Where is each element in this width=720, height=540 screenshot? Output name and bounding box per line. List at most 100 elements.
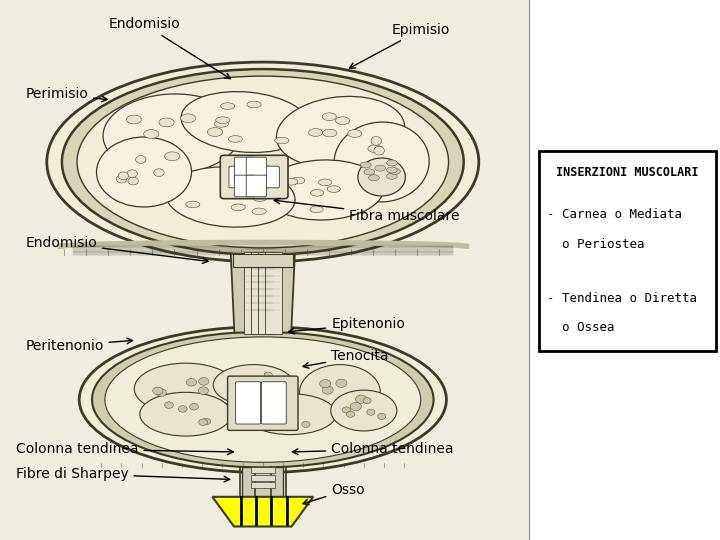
- Circle shape: [233, 388, 241, 394]
- Text: Fibra muscolare: Fibra muscolare: [274, 198, 459, 223]
- Ellipse shape: [47, 62, 479, 262]
- Text: Peritenonio: Peritenonio: [25, 338, 132, 353]
- Circle shape: [377, 413, 386, 420]
- Ellipse shape: [127, 115, 142, 124]
- Text: Colonna tendinea: Colonna tendinea: [16, 442, 233, 456]
- FancyBboxPatch shape: [238, 166, 259, 188]
- Ellipse shape: [181, 92, 310, 152]
- Circle shape: [363, 397, 371, 404]
- Ellipse shape: [374, 146, 384, 155]
- Circle shape: [289, 418, 297, 425]
- Polygon shape: [258, 252, 275, 334]
- Ellipse shape: [323, 129, 337, 137]
- FancyBboxPatch shape: [233, 254, 293, 267]
- Circle shape: [156, 389, 166, 396]
- Circle shape: [251, 380, 259, 386]
- FancyBboxPatch shape: [251, 482, 274, 488]
- Circle shape: [264, 419, 272, 425]
- Circle shape: [343, 407, 351, 413]
- Ellipse shape: [92, 332, 433, 468]
- Polygon shape: [264, 252, 282, 334]
- Circle shape: [199, 377, 209, 385]
- Ellipse shape: [77, 76, 449, 248]
- Text: Epitenonio: Epitenonio: [289, 317, 405, 334]
- FancyBboxPatch shape: [229, 166, 249, 188]
- Ellipse shape: [309, 129, 323, 136]
- Ellipse shape: [127, 170, 138, 178]
- FancyBboxPatch shape: [259, 166, 279, 188]
- Ellipse shape: [207, 127, 222, 137]
- Ellipse shape: [135, 156, 146, 163]
- Circle shape: [186, 379, 197, 386]
- Text: Fibre di Sharpey: Fibre di Sharpey: [16, 467, 230, 482]
- Text: Tenocita: Tenocita: [303, 349, 389, 368]
- Circle shape: [320, 380, 330, 388]
- Circle shape: [153, 387, 163, 395]
- Ellipse shape: [253, 195, 267, 201]
- FancyBboxPatch shape: [251, 468, 274, 473]
- Ellipse shape: [364, 169, 375, 175]
- Text: Osso: Osso: [303, 483, 365, 505]
- Ellipse shape: [276, 96, 405, 168]
- Ellipse shape: [186, 201, 200, 208]
- Ellipse shape: [213, 364, 294, 406]
- FancyBboxPatch shape: [251, 475, 274, 481]
- Polygon shape: [251, 252, 268, 334]
- Ellipse shape: [228, 136, 243, 142]
- Ellipse shape: [181, 114, 196, 123]
- Circle shape: [302, 421, 310, 428]
- Circle shape: [256, 390, 265, 396]
- Ellipse shape: [135, 363, 237, 414]
- Circle shape: [179, 406, 187, 412]
- Circle shape: [248, 392, 256, 398]
- Ellipse shape: [284, 179, 298, 185]
- Ellipse shape: [140, 392, 232, 436]
- Circle shape: [165, 402, 174, 408]
- Text: o Ossea: o Ossea: [547, 321, 615, 334]
- Ellipse shape: [322, 113, 336, 120]
- FancyBboxPatch shape: [220, 156, 288, 199]
- Circle shape: [367, 409, 375, 415]
- Ellipse shape: [216, 117, 230, 124]
- FancyBboxPatch shape: [261, 382, 287, 424]
- Circle shape: [356, 395, 366, 403]
- Text: - Carnea o Mediata: - Carnea o Mediata: [547, 208, 683, 221]
- Ellipse shape: [261, 186, 276, 193]
- Circle shape: [202, 418, 211, 425]
- Polygon shape: [243, 468, 284, 497]
- FancyBboxPatch shape: [234, 175, 255, 197]
- Ellipse shape: [369, 175, 379, 181]
- Text: Epimisio: Epimisio: [349, 23, 451, 68]
- Ellipse shape: [153, 169, 164, 177]
- Ellipse shape: [263, 177, 276, 183]
- Ellipse shape: [263, 160, 384, 220]
- FancyBboxPatch shape: [234, 157, 255, 179]
- Ellipse shape: [387, 173, 397, 179]
- Text: INSERZIONI MUSCOLARI: INSERZIONI MUSCOLARI: [557, 166, 698, 179]
- Ellipse shape: [220, 103, 235, 110]
- Ellipse shape: [165, 152, 180, 161]
- Ellipse shape: [375, 165, 386, 171]
- Ellipse shape: [334, 122, 429, 202]
- Ellipse shape: [215, 120, 228, 127]
- Ellipse shape: [128, 177, 138, 185]
- Bar: [539, 151, 716, 351]
- Ellipse shape: [300, 364, 380, 420]
- Ellipse shape: [292, 177, 305, 184]
- Ellipse shape: [360, 162, 371, 168]
- Ellipse shape: [386, 164, 397, 173]
- Ellipse shape: [247, 101, 261, 108]
- Circle shape: [199, 419, 207, 426]
- Ellipse shape: [371, 137, 382, 145]
- Polygon shape: [230, 254, 295, 333]
- Polygon shape: [244, 252, 262, 334]
- Ellipse shape: [275, 137, 289, 144]
- FancyBboxPatch shape: [249, 166, 269, 188]
- Ellipse shape: [231, 204, 246, 211]
- Ellipse shape: [103, 94, 241, 174]
- Circle shape: [198, 387, 209, 395]
- Text: o Periostea: o Periostea: [547, 238, 644, 251]
- Ellipse shape: [358, 158, 405, 196]
- Ellipse shape: [62, 69, 464, 255]
- Ellipse shape: [387, 167, 397, 173]
